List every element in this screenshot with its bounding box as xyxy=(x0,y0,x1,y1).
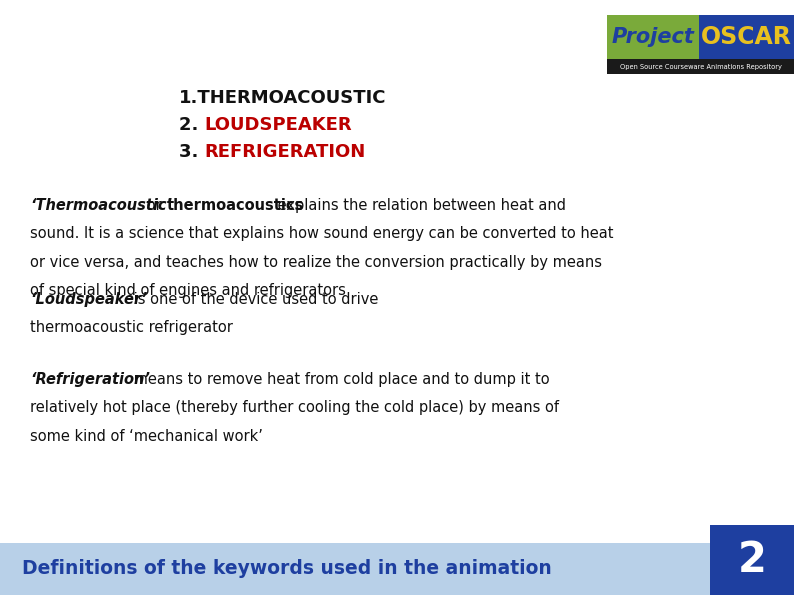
Bar xyxy=(607,60,794,74)
Text: ‘Loudspeaker’: ‘Loudspeaker’ xyxy=(30,292,148,306)
Bar xyxy=(710,525,794,595)
Bar xyxy=(0,543,794,595)
Text: OSCAR: OSCAR xyxy=(701,25,792,49)
Bar xyxy=(607,15,699,60)
Text: explains the relation between heat and: explains the relation between heat and xyxy=(272,198,565,212)
Bar xyxy=(699,15,794,60)
Text: some kind of ‘mechanical work’: some kind of ‘mechanical work’ xyxy=(30,429,263,444)
Text: Project: Project xyxy=(611,27,695,47)
Text: ‘Refrigeration’: ‘Refrigeration’ xyxy=(30,372,150,387)
Text: of special kind of engines and refrigerators: of special kind of engines and refrigera… xyxy=(30,283,346,298)
Text: or vice versa, and teaches how to realize the conversion practically by means: or vice versa, and teaches how to realiz… xyxy=(30,255,602,270)
Text: LOUDSPEAKER: LOUDSPEAKER xyxy=(205,116,353,134)
Text: is one of the device used to drive: is one of the device used to drive xyxy=(129,292,378,306)
Text: Open Source Courseware Animations Repository: Open Source Courseware Animations Reposi… xyxy=(620,64,781,70)
Text: Definitions of the keywords used in the animation: Definitions of the keywords used in the … xyxy=(22,559,552,578)
Text: thermoacoustic refrigerator: thermoacoustic refrigerator xyxy=(30,320,233,335)
Text: ‘Thermoacoustic’: ‘Thermoacoustic’ xyxy=(30,198,172,212)
Text: 2.: 2. xyxy=(179,116,204,134)
Text: 1.THERMOACOUSTIC: 1.THERMOACOUSTIC xyxy=(179,89,386,107)
Text: REFRIGERATION: REFRIGERATION xyxy=(205,143,366,161)
Text: relatively hot place (thereby further cooling the cold place) by means of: relatively hot place (thereby further co… xyxy=(30,400,559,415)
Text: 2: 2 xyxy=(738,539,766,581)
Text: or: or xyxy=(142,198,167,212)
Text: means to remove heat from cold place and to dump it to: means to remove heat from cold place and… xyxy=(129,372,549,387)
Text: 3.: 3. xyxy=(179,143,204,161)
Text: thermoacoustics: thermoacoustics xyxy=(168,198,304,212)
Text: sound. It is a science that explains how sound energy can be converted to heat: sound. It is a science that explains how… xyxy=(30,226,614,241)
